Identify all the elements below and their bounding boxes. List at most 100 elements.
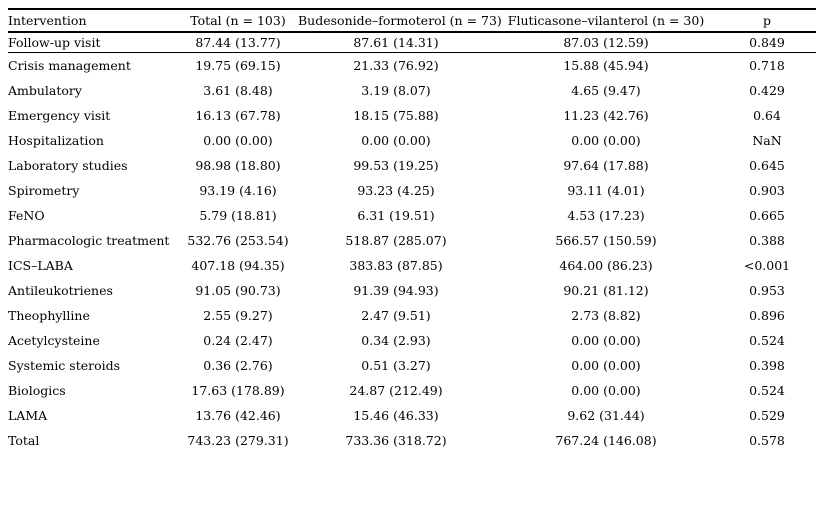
value-cell: 2.47 (9.51)	[361, 308, 431, 323]
row-label-cell: Ambulatory	[8, 83, 82, 98]
value-cell: 3.19 (8.07)	[361, 83, 431, 98]
value-cell: 2.55 (9.27)	[203, 308, 273, 323]
value-cell: 0.524	[749, 333, 785, 348]
value-cell: 0.429	[749, 83, 785, 98]
table-row: Theophylline 2.55 (9.27) 2.47 (9.51) 2.73 (…	[8, 303, 816, 328]
table-row: Acetylcysteine 0.24 (2.47) 0.34 (2.93) 0.00…	[8, 328, 816, 353]
table-row: Emergency visit 16.13 (67.78) 18.15 (75.88…	[8, 103, 816, 128]
table-row: Hospitalization 0.00 (0.00) 0.00 (0.00) 0.0…	[8, 128, 816, 153]
table-row: Pharmacologic treatment 532.76 (253.54) 51…	[8, 228, 816, 253]
table-row: Follow-up visit 87.44 (13.77) 87.61 (14.31…	[8, 32, 816, 53]
value-cell: 98.98 (18.80)	[195, 158, 281, 173]
table-row: ICS–LABA 407.18 (94.35) 383.83 (87.85) 464.…	[8, 253, 816, 278]
table-row: LAMA 13.76 (42.46) 15.46 (46.33) 9.62 (31.4…	[8, 403, 816, 428]
value-cell: 0.398	[749, 358, 785, 373]
value-cell: 0.718	[749, 58, 785, 73]
table-header-row: Intervention Total (n = 103) Budesonide–fo…	[8, 9, 816, 33]
value-cell: 9.62 (31.44)	[567, 408, 645, 423]
value-cell: 18.15 (75.88)	[353, 108, 439, 123]
value-cell: NaN	[752, 133, 782, 148]
row-label-cell: Spirometry	[8, 183, 80, 198]
value-cell: 90.21 (81.12)	[563, 283, 649, 298]
value-cell: 407.18 (94.35)	[191, 258, 285, 273]
value-cell: 0.388	[749, 233, 785, 248]
row-label-cell: Hospitalization	[8, 133, 104, 148]
value-cell: 0.00 (0.00)	[571, 358, 641, 373]
value-cell: 6.31 (19.51)	[357, 208, 435, 223]
column-header: Intervention	[8, 9, 178, 33]
value-cell: 383.83 (87.85)	[349, 258, 443, 273]
value-cell: 0.903	[749, 183, 785, 198]
table-row: FeNO 5.79 (18.81) 6.31 (19.51) 4.53 (17.23)…	[8, 203, 816, 228]
value-cell: 15.88 (45.94)	[563, 58, 649, 73]
value-cell: <0.001	[743, 258, 791, 273]
value-cell: 93.19 (4.16)	[199, 183, 277, 198]
value-cell: 0.529	[749, 408, 785, 423]
table-row: Systemic steroids 0.36 (2.76) 0.51 (3.27) 0…	[8, 353, 816, 378]
column-header: Fluticasone–vilanterol (n = 30)	[494, 9, 718, 33]
table-row: Total 743.23 (279.31) 733.36 (318.72) 767.2…	[8, 428, 816, 453]
value-cell: 767.24 (146.08)	[555, 433, 657, 448]
row-label-cell: Emergency visit	[8, 108, 111, 123]
value-cell: 21.33 (76.92)	[353, 58, 439, 73]
table-row: Ambulatory 3.61 (8.48) 3.19 (8.07) 4.65 (9.…	[8, 78, 816, 103]
value-cell: 0.34 (2.93)	[361, 333, 431, 348]
value-cell: 11.23 (42.76)	[563, 108, 649, 123]
value-cell: 0.51 (3.27)	[361, 358, 431, 373]
value-cell: 93.11 (4.01)	[567, 183, 645, 198]
value-cell: 13.76 (42.46)	[195, 408, 281, 423]
value-cell: 532.76 (253.54)	[187, 233, 289, 248]
table-row: Laboratory studies 98.98 (18.80) 99.53 (19…	[8, 153, 816, 178]
value-cell: 0.36 (2.76)	[203, 358, 273, 373]
value-cell: 93.23 (4.25)	[357, 183, 435, 198]
value-cell: 5.79 (18.81)	[199, 208, 277, 223]
value-cell: 87.61 (14.31)	[298, 32, 494, 53]
row-label-cell: FeNO	[8, 208, 45, 223]
value-cell: 17.63 (178.89)	[191, 383, 285, 398]
value-cell: 0.849	[718, 32, 816, 53]
row-label-cell: Antileukotrienes	[8, 283, 113, 298]
value-cell: 3.61 (8.48)	[203, 83, 273, 98]
value-cell: 0.665	[749, 208, 785, 223]
value-cell: 0.64	[753, 108, 781, 123]
value-cell: 0.953	[749, 283, 785, 298]
table-row: Antileukotrienes 91.05 (90.73) 91.39 (94.9…	[8, 278, 816, 303]
table-header: Intervention Total (n = 103) Budesonide–fo…	[8, 9, 816, 33]
row-label-cell: Systemic steroids	[8, 358, 121, 373]
value-cell: 0.00 (0.00)	[571, 333, 641, 348]
table-container: Intervention Total (n = 103) Budesonide–fo…	[8, 8, 816, 453]
value-cell: 16.13 (67.78)	[195, 108, 281, 123]
value-cell: 99.53 (19.25)	[353, 158, 439, 173]
column-header: p	[718, 9, 816, 33]
value-cell: 91.05 (90.73)	[195, 283, 281, 298]
column-header: Total (n = 103)	[178, 9, 298, 33]
value-cell: 91.39 (94.93)	[353, 283, 439, 298]
value-cell: 0.00 (0.00)	[203, 133, 273, 148]
value-cell: 19.75 (69.15)	[195, 58, 281, 73]
value-cell: 2.73 (8.82)	[571, 308, 641, 323]
value-cell: 0.24 (2.47)	[203, 333, 273, 348]
value-cell: 733.36 (318.72)	[345, 433, 447, 448]
value-cell: 0.524	[749, 383, 785, 398]
column-header: Budesonide–formoterol (n = 73)	[298, 9, 502, 33]
row-label-cell: LAMA	[8, 408, 48, 423]
row-label-cell: Acetylcysteine	[8, 333, 100, 348]
value-cell: 24.87 (212.49)	[349, 383, 443, 398]
table-row: Biologics 17.63 (178.89) 24.87 (212.49) 0.0…	[8, 378, 816, 403]
value-cell: 97.64 (17.88)	[563, 158, 649, 173]
value-cell: 0.00 (0.00)	[361, 133, 431, 148]
value-cell: 0.645	[749, 158, 785, 173]
value-cell: 464.00 (86.23)	[559, 258, 653, 273]
value-cell: 566.57 (150.59)	[555, 233, 657, 248]
value-cell: 0.00 (0.00)	[571, 133, 641, 148]
row-label-cell: Biologics	[8, 383, 66, 398]
value-cell: 87.03 (12.59)	[494, 32, 718, 53]
value-cell: 15.46 (46.33)	[353, 408, 439, 423]
table-row: Spirometry 93.19 (4.16) 93.23 (4.25) 93.11 …	[8, 178, 816, 203]
value-cell: 0.896	[749, 308, 785, 323]
value-cell: 0.578	[749, 433, 785, 448]
row-label-cell: Theophylline	[8, 308, 90, 323]
value-cell: 518.87 (285.07)	[345, 233, 447, 248]
value-cell: 0.00 (0.00)	[571, 383, 641, 398]
